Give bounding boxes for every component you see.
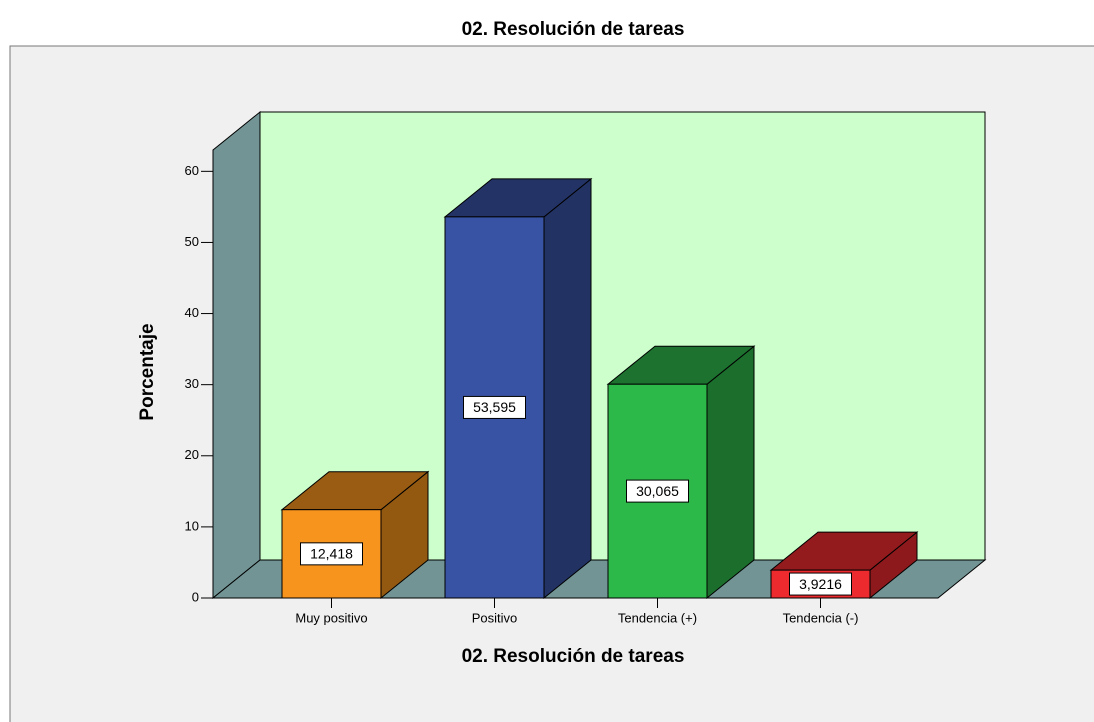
x-tick-label: Muy positivo xyxy=(295,610,367,625)
y-tick-label: 0 xyxy=(192,589,199,604)
value-label: 53,595 xyxy=(473,399,516,415)
value-label-box xyxy=(463,395,526,419)
x-axis-title: 02. Resolución de tareas xyxy=(462,646,685,667)
value-label: 12,418 xyxy=(310,546,353,562)
y-tick-label: 40 xyxy=(185,305,199,320)
y-tick-label: 30 xyxy=(185,376,199,391)
y-tick-label: 60 xyxy=(185,163,199,178)
value-label-box xyxy=(626,479,689,503)
value-label: 30,065 xyxy=(636,483,679,499)
x-tick-label: Tendencia (-) xyxy=(783,610,859,625)
value-label: 3,9216 xyxy=(799,576,842,592)
left-wall xyxy=(212,110,261,600)
x-tick-label: Positivo xyxy=(472,610,518,625)
y-tick-label: 10 xyxy=(185,518,199,533)
x-tick-label: Tendencia (+) xyxy=(618,610,697,625)
bar-side xyxy=(543,177,592,600)
y-axis-title: Porcentaje xyxy=(137,323,158,420)
chart-title: 02. Resolución de tareas xyxy=(462,19,685,40)
value-label-box xyxy=(789,572,852,596)
y-tick-label: 50 xyxy=(185,234,199,249)
bar-side xyxy=(706,345,755,600)
value-label-box xyxy=(300,542,363,566)
y-tick-label: 20 xyxy=(185,447,199,462)
